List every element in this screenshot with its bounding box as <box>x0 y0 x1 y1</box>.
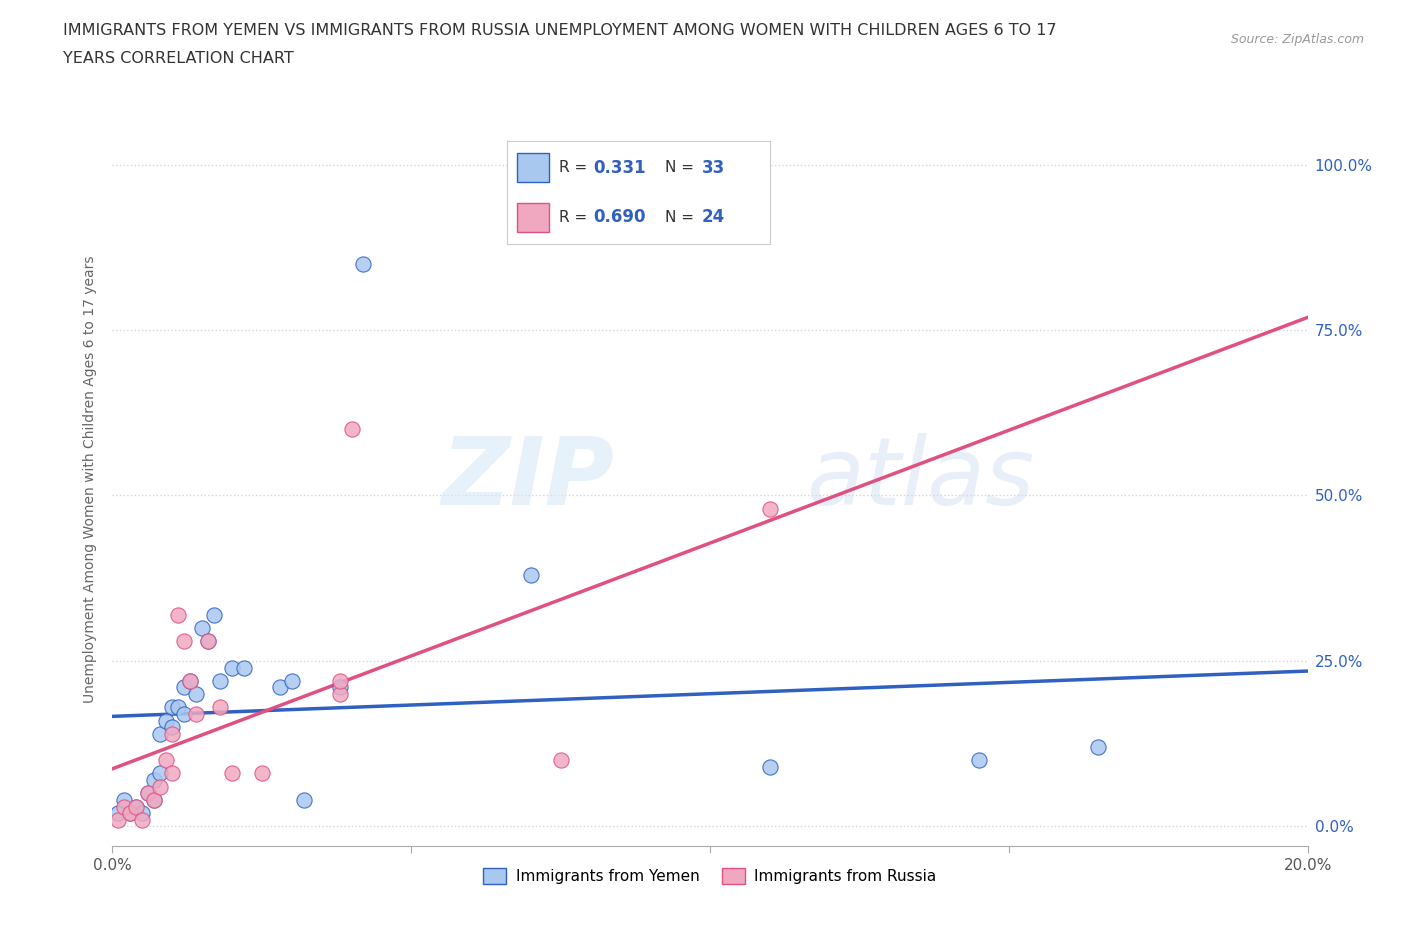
Point <box>149 766 172 781</box>
Text: atlas: atlas <box>806 433 1033 525</box>
Point <box>329 680 352 695</box>
Point <box>329 686 352 701</box>
Point <box>550 752 572 767</box>
Point <box>155 713 177 728</box>
Text: YEARS CORRELATION CHART: YEARS CORRELATION CHART <box>63 51 294 66</box>
Point <box>1087 739 1109 754</box>
Point <box>353 257 375 272</box>
Point <box>149 726 172 741</box>
Point <box>149 779 172 794</box>
Point <box>759 760 782 775</box>
Point <box>221 660 243 675</box>
Point <box>155 752 177 767</box>
Point <box>292 792 315 807</box>
Point <box>143 792 166 807</box>
Text: ZIP: ZIP <box>441 433 614 525</box>
Point <box>179 673 201 688</box>
Point <box>114 792 135 807</box>
Point <box>143 773 166 788</box>
Legend: Immigrants from Yemen, Immigrants from Russia: Immigrants from Yemen, Immigrants from R… <box>478 862 942 890</box>
Point <box>250 766 273 781</box>
Point <box>125 799 148 814</box>
Point <box>759 501 782 516</box>
Point <box>179 673 201 688</box>
Y-axis label: Unemployment Among Women with Children Ages 6 to 17 years: Unemployment Among Women with Children A… <box>83 255 97 703</box>
Point <box>269 680 291 695</box>
Point <box>209 700 232 715</box>
Point <box>197 633 219 648</box>
Point <box>162 726 183 741</box>
Point <box>186 686 208 701</box>
Point <box>197 633 219 648</box>
Point <box>131 805 153 820</box>
Point <box>120 805 142 820</box>
Point <box>967 752 990 767</box>
Point <box>186 707 208 722</box>
Point <box>125 799 148 814</box>
Point <box>173 707 195 722</box>
Point <box>221 766 243 781</box>
Point <box>162 720 183 735</box>
Point <box>138 786 160 801</box>
Point <box>209 673 232 688</box>
Point <box>233 660 256 675</box>
Point <box>138 786 160 801</box>
Point <box>120 805 142 820</box>
Point <box>107 813 129 828</box>
Point <box>191 620 214 635</box>
Point <box>162 700 183 715</box>
Point <box>281 673 304 688</box>
Point <box>107 805 129 820</box>
Point <box>167 607 190 622</box>
Point <box>202 607 225 622</box>
Point <box>329 673 352 688</box>
Point <box>131 813 153 828</box>
Point <box>162 766 183 781</box>
Point <box>114 799 135 814</box>
Point <box>167 700 190 715</box>
Text: IMMIGRANTS FROM YEMEN VS IMMIGRANTS FROM RUSSIA UNEMPLOYMENT AMONG WOMEN WITH CH: IMMIGRANTS FROM YEMEN VS IMMIGRANTS FROM… <box>63 23 1057 38</box>
Text: Source: ZipAtlas.com: Source: ZipAtlas.com <box>1230 33 1364 46</box>
Point <box>340 422 363 437</box>
Point <box>143 792 166 807</box>
Point <box>173 680 195 695</box>
Point <box>173 633 195 648</box>
Point <box>520 567 543 582</box>
